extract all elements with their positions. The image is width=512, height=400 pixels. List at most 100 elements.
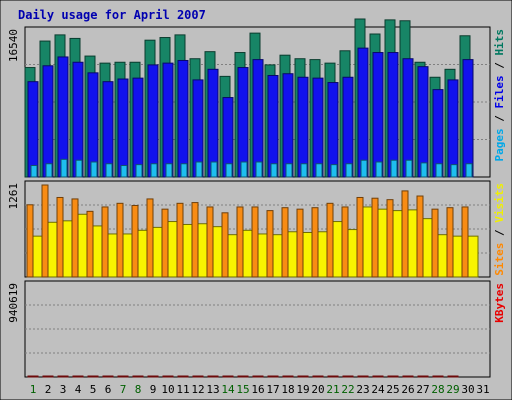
bar-pages-24 — [375, 161, 383, 178]
x-tick-label-12: 12 — [191, 383, 204, 396]
x-tick-label-20: 20 — [311, 383, 324, 396]
legend-separator: / — [493, 223, 506, 243]
legend-separator: / — [493, 109, 506, 129]
legend-separator: / — [493, 56, 506, 76]
bar-pages-29 — [450, 164, 458, 178]
x-tick-label-30: 30 — [461, 383, 474, 396]
bar-sites-27 — [416, 195, 424, 278]
bar-kbytes-29 — [447, 375, 459, 378]
x-tick-label-13: 13 — [206, 383, 219, 396]
bar-pages-20 — [315, 163, 323, 178]
bar-pages-14 — [225, 163, 233, 178]
bar-files-10 — [162, 62, 174, 178]
bar-pages-11 — [180, 163, 188, 178]
bar-sites-11 — [176, 202, 184, 278]
bar-files-26 — [402, 58, 414, 178]
bar-pages-19 — [300, 163, 308, 178]
bar-pages-4 — [75, 159, 83, 178]
bar-kbytes-25 — [387, 375, 399, 378]
panel-sites-visits-legend: Sites / Visits — [493, 183, 506, 276]
bar-files-22 — [342, 76, 354, 178]
x-tick-label-3: 3 — [60, 383, 67, 396]
bar-pages-1 — [30, 165, 38, 178]
x-tick-label-15: 15 — [236, 383, 249, 396]
bar-files-27 — [417, 66, 429, 178]
bar-sites-2 — [41, 184, 49, 278]
bar-pages-9 — [150, 163, 158, 178]
bar-sites-21 — [326, 202, 334, 278]
x-tick-label-23: 23 — [356, 383, 369, 396]
bar-kbytes-18 — [282, 375, 294, 378]
bar-files-15 — [237, 67, 249, 178]
panel-kbytes-max-label: 940619 — [7, 283, 20, 323]
x-tick-label-27: 27 — [416, 383, 429, 396]
bar-pages-13 — [210, 161, 218, 178]
x-tick-label-1: 1 — [30, 383, 37, 396]
bar-sites-22 — [341, 206, 349, 278]
bar-pages-7 — [120, 165, 128, 178]
bar-files-20 — [312, 77, 324, 178]
bar-pages-8 — [135, 164, 143, 178]
x-tick-label-10: 10 — [161, 383, 174, 396]
legend-hits: Hits — [493, 29, 506, 56]
bar-sites-23 — [356, 196, 364, 278]
bar-pages-3 — [60, 158, 68, 178]
chart-title: Daily usage for April 2007 — [18, 8, 206, 22]
legend-pages: Pages — [493, 128, 506, 161]
bar-kbytes-19 — [297, 375, 309, 378]
x-tick-label-24: 24 — [371, 383, 385, 396]
bar-sites-26 — [401, 190, 409, 278]
bar-kbytes-15 — [237, 375, 249, 378]
bar-files-19 — [297, 76, 309, 178]
bar-sites-4 — [71, 198, 79, 278]
panel-pages-files-hits-legend: Pages / Files / Hits — [493, 29, 506, 162]
x-tick-label-22: 22 — [341, 383, 354, 396]
bar-kbytes-23 — [357, 375, 369, 378]
x-tick-label-16: 16 — [251, 383, 264, 396]
x-tick-label-6: 6 — [105, 383, 112, 396]
bar-files-17 — [267, 74, 279, 178]
bar-sites-9 — [146, 198, 154, 278]
bar-files-1 — [27, 81, 39, 178]
legend-visits: Visits — [493, 183, 506, 223]
bar-pages-28 — [435, 163, 443, 178]
x-tick-label-21: 21 — [326, 383, 339, 396]
bar-pages-22 — [345, 163, 353, 178]
x-tick-label-25: 25 — [386, 383, 399, 396]
bar-files-29 — [447, 79, 459, 178]
x-tick-label-7: 7 — [120, 383, 127, 396]
bar-files-7 — [117, 78, 129, 178]
x-tick-label-29: 29 — [446, 383, 459, 396]
bar-sites-24 — [371, 197, 379, 278]
panel-pages-files-hits-max-label: 16540 — [7, 29, 20, 62]
bar-sites-8 — [131, 205, 139, 278]
bar-visits-30 — [467, 235, 479, 278]
bar-sites-28 — [431, 208, 439, 278]
bar-pages-27 — [420, 162, 428, 178]
bar-pages-23 — [360, 159, 368, 178]
bar-files-2 — [42, 65, 54, 178]
bar-kbytes-17 — [267, 375, 279, 378]
bar-kbytes-24 — [372, 375, 384, 378]
bar-files-9 — [147, 64, 159, 178]
x-tick-label-11: 11 — [176, 383, 189, 396]
bar-sites-5 — [86, 210, 94, 278]
bar-kbytes-16 — [252, 375, 264, 378]
legend-sites: Sites — [493, 243, 506, 276]
bar-pages-12 — [195, 161, 203, 178]
bar-kbytes-20 — [312, 375, 324, 378]
bar-files-24 — [372, 52, 384, 178]
bar-sites-10 — [161, 208, 169, 278]
bar-kbytes-28 — [432, 375, 444, 378]
bar-files-23 — [357, 47, 369, 178]
panel-sites-visits-max-label: 1261 — [7, 183, 20, 210]
bar-kbytes-27 — [417, 375, 429, 378]
bar-sites-16 — [251, 206, 259, 278]
bar-kbytes-21 — [327, 375, 339, 378]
bar-files-18 — [282, 73, 294, 178]
bar-sites-19 — [296, 208, 304, 278]
x-tick-label-31: 31 — [476, 383, 489, 396]
bar-pages-5 — [90, 161, 98, 178]
bar-sites-13 — [206, 206, 214, 278]
